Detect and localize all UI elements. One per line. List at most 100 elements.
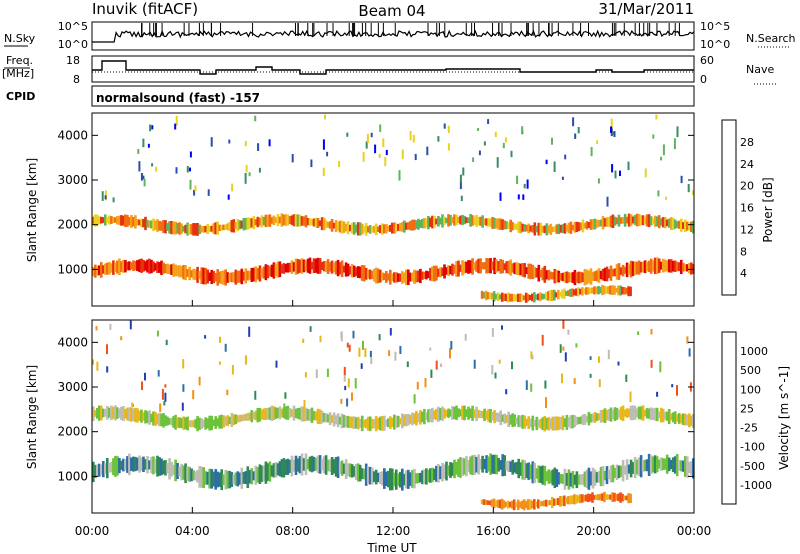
echo-cell xyxy=(583,288,586,295)
echo-cell xyxy=(623,409,627,417)
echo-cell xyxy=(619,492,622,503)
echo-cell xyxy=(385,224,388,234)
echo-cell xyxy=(637,457,641,476)
echo-cell xyxy=(250,218,254,228)
echo-speck xyxy=(590,147,593,157)
echo-speck xyxy=(562,320,565,329)
echo-cell xyxy=(573,269,577,286)
echo-cell xyxy=(316,408,320,425)
echo-cell xyxy=(262,266,266,279)
echo-cell xyxy=(244,471,248,484)
echo-cell xyxy=(162,460,165,475)
echo-speck xyxy=(551,137,553,145)
echo-cell xyxy=(567,469,571,490)
echo-speck xyxy=(606,196,609,207)
echo-cell xyxy=(234,472,238,486)
echo-cell xyxy=(126,456,129,473)
echo-cell xyxy=(218,415,222,429)
echo-cell xyxy=(186,222,189,236)
echo-cell xyxy=(389,416,392,429)
echo-cell xyxy=(547,291,550,301)
echo-speck xyxy=(360,363,363,369)
echo-speck xyxy=(511,361,513,370)
echo-cell xyxy=(236,270,240,283)
echo-speck xyxy=(522,194,525,200)
echo-cell xyxy=(585,269,589,285)
echo-speck xyxy=(164,384,167,388)
station-title: Inuvik (fitACF) xyxy=(92,0,198,18)
echo-cell xyxy=(132,456,135,472)
echo-cell xyxy=(531,415,535,431)
echo-cell xyxy=(512,499,516,511)
echo-speck xyxy=(589,373,592,378)
echo-cell xyxy=(176,265,179,277)
echo-cell xyxy=(441,267,444,276)
echo-cell xyxy=(520,500,524,509)
echo-cell xyxy=(294,455,298,475)
echo-cell xyxy=(174,264,177,277)
echo-cell xyxy=(411,272,414,282)
echo-cell xyxy=(519,263,523,276)
noise-sky-trace xyxy=(92,29,695,43)
echo-cell xyxy=(376,226,380,232)
echo-cell xyxy=(511,222,515,231)
echo-cell xyxy=(619,406,623,420)
echo-cell xyxy=(545,471,549,481)
echo-cell xyxy=(495,412,498,422)
echo-cell xyxy=(514,294,518,301)
echo-cell xyxy=(214,222,218,235)
echo-speck xyxy=(365,141,368,149)
echo-speck xyxy=(625,374,628,382)
echo-cell xyxy=(224,416,228,426)
colorbar-frame xyxy=(721,331,737,505)
echo-cell xyxy=(543,265,547,283)
echo-speck xyxy=(597,178,600,184)
echo-cell xyxy=(597,413,601,421)
echo-cell xyxy=(613,216,617,226)
echo-cell xyxy=(391,273,394,282)
echo-speck xyxy=(644,168,647,178)
echo-cell xyxy=(488,292,492,300)
echo-cell xyxy=(196,416,199,432)
echo-cell xyxy=(270,217,274,224)
echo-cell xyxy=(514,502,518,508)
echo-speck xyxy=(378,153,381,158)
echo-cell xyxy=(577,271,581,284)
echo-speck xyxy=(364,348,367,358)
echo-cell xyxy=(545,270,549,280)
echo-cell xyxy=(280,459,284,478)
echo-cell xyxy=(494,293,498,300)
echo-cell xyxy=(302,458,306,471)
nave-label: Nave xyxy=(746,63,774,76)
echo-cell xyxy=(419,268,422,284)
echo-cell xyxy=(182,226,185,232)
echo-speck xyxy=(228,139,231,144)
nave-tick-bottom: 0 xyxy=(700,73,707,86)
echo-cell xyxy=(482,292,486,299)
echo-cell xyxy=(451,263,454,276)
echo-cell xyxy=(427,216,430,230)
echo-speck xyxy=(362,340,364,350)
echo-cell xyxy=(437,215,440,227)
echo-cell xyxy=(539,418,543,429)
echo-cell xyxy=(417,473,420,483)
echo-cell xyxy=(407,469,410,489)
echo-cell xyxy=(603,285,606,295)
echo-cell xyxy=(250,410,254,423)
echo-cell xyxy=(565,291,568,296)
echo-speck xyxy=(310,159,313,168)
echo-cell xyxy=(330,457,334,475)
echo-cell xyxy=(322,413,326,422)
echo-cell xyxy=(338,220,342,233)
echo-speck xyxy=(559,344,562,353)
echo-cell xyxy=(310,219,314,226)
echo-cell xyxy=(346,463,350,477)
echo-cell xyxy=(228,416,232,425)
echo-cell xyxy=(342,221,346,233)
echo-cell xyxy=(587,467,591,490)
echo-cell xyxy=(493,410,496,424)
echo-cell xyxy=(274,217,278,223)
echo-cell xyxy=(218,224,222,231)
echo-cell xyxy=(385,271,388,283)
time-axis: 00:00 04:00 08:00 12:00 16:00 20:00 00:00 xyxy=(75,300,711,538)
